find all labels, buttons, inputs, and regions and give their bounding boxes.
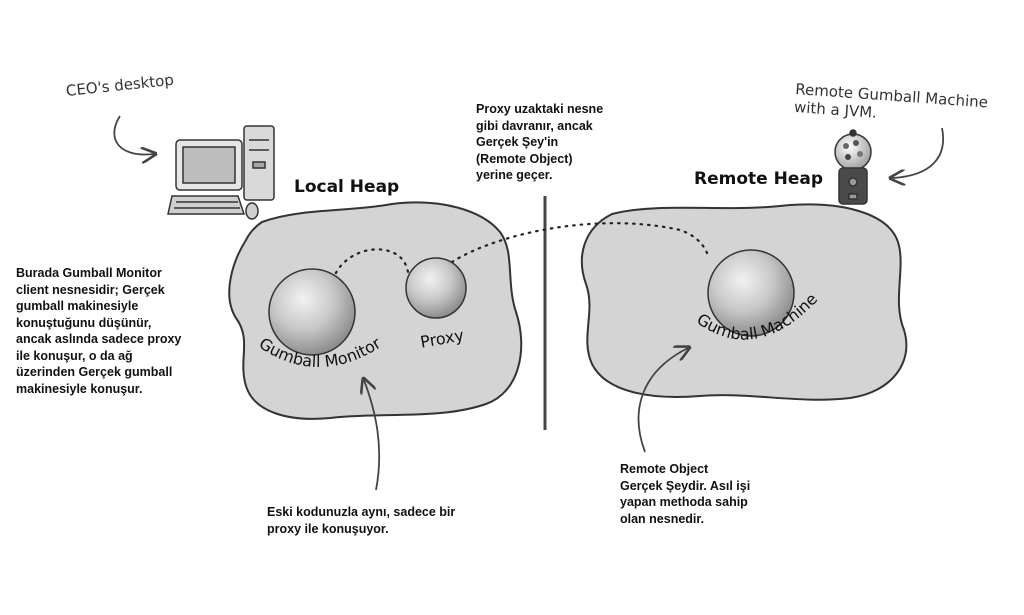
gumball-monitor-sphere (268, 268, 356, 356)
old-code-arrow (364, 380, 381, 491)
ceo-desktop-arrow (113, 115, 154, 155)
gumball-monitor-note: Burada Gumball Monitor client nesnesidir… (16, 266, 182, 396)
local-heap-blob (228, 201, 523, 420)
remote-heap-title: Remote Heap (694, 169, 823, 189)
gumball-machine-sphere (707, 249, 795, 337)
remote-object-note: Remote Object Gerçek Şeydir. Asıl işi ya… (620, 462, 751, 526)
old-code-note: Eski kodunuzla aynı, sadece bir proxy il… (267, 505, 456, 536)
proxy-sphere (405, 257, 467, 319)
monitor-to-proxy-dotted-line (331, 248, 410, 282)
remote-object-arrow (637, 348, 688, 453)
gumball-machine-icon (834, 129, 872, 205)
proxy-note: Proxy uzaktaki nesne gibi davranır, anca… (476, 102, 604, 182)
remote-machine-arrow (892, 127, 944, 178)
proxy-to-machine-dotted-line (450, 222, 710, 264)
desktop-computer-icon (167, 125, 275, 220)
local-heap-title: Local Heap (294, 177, 400, 197)
